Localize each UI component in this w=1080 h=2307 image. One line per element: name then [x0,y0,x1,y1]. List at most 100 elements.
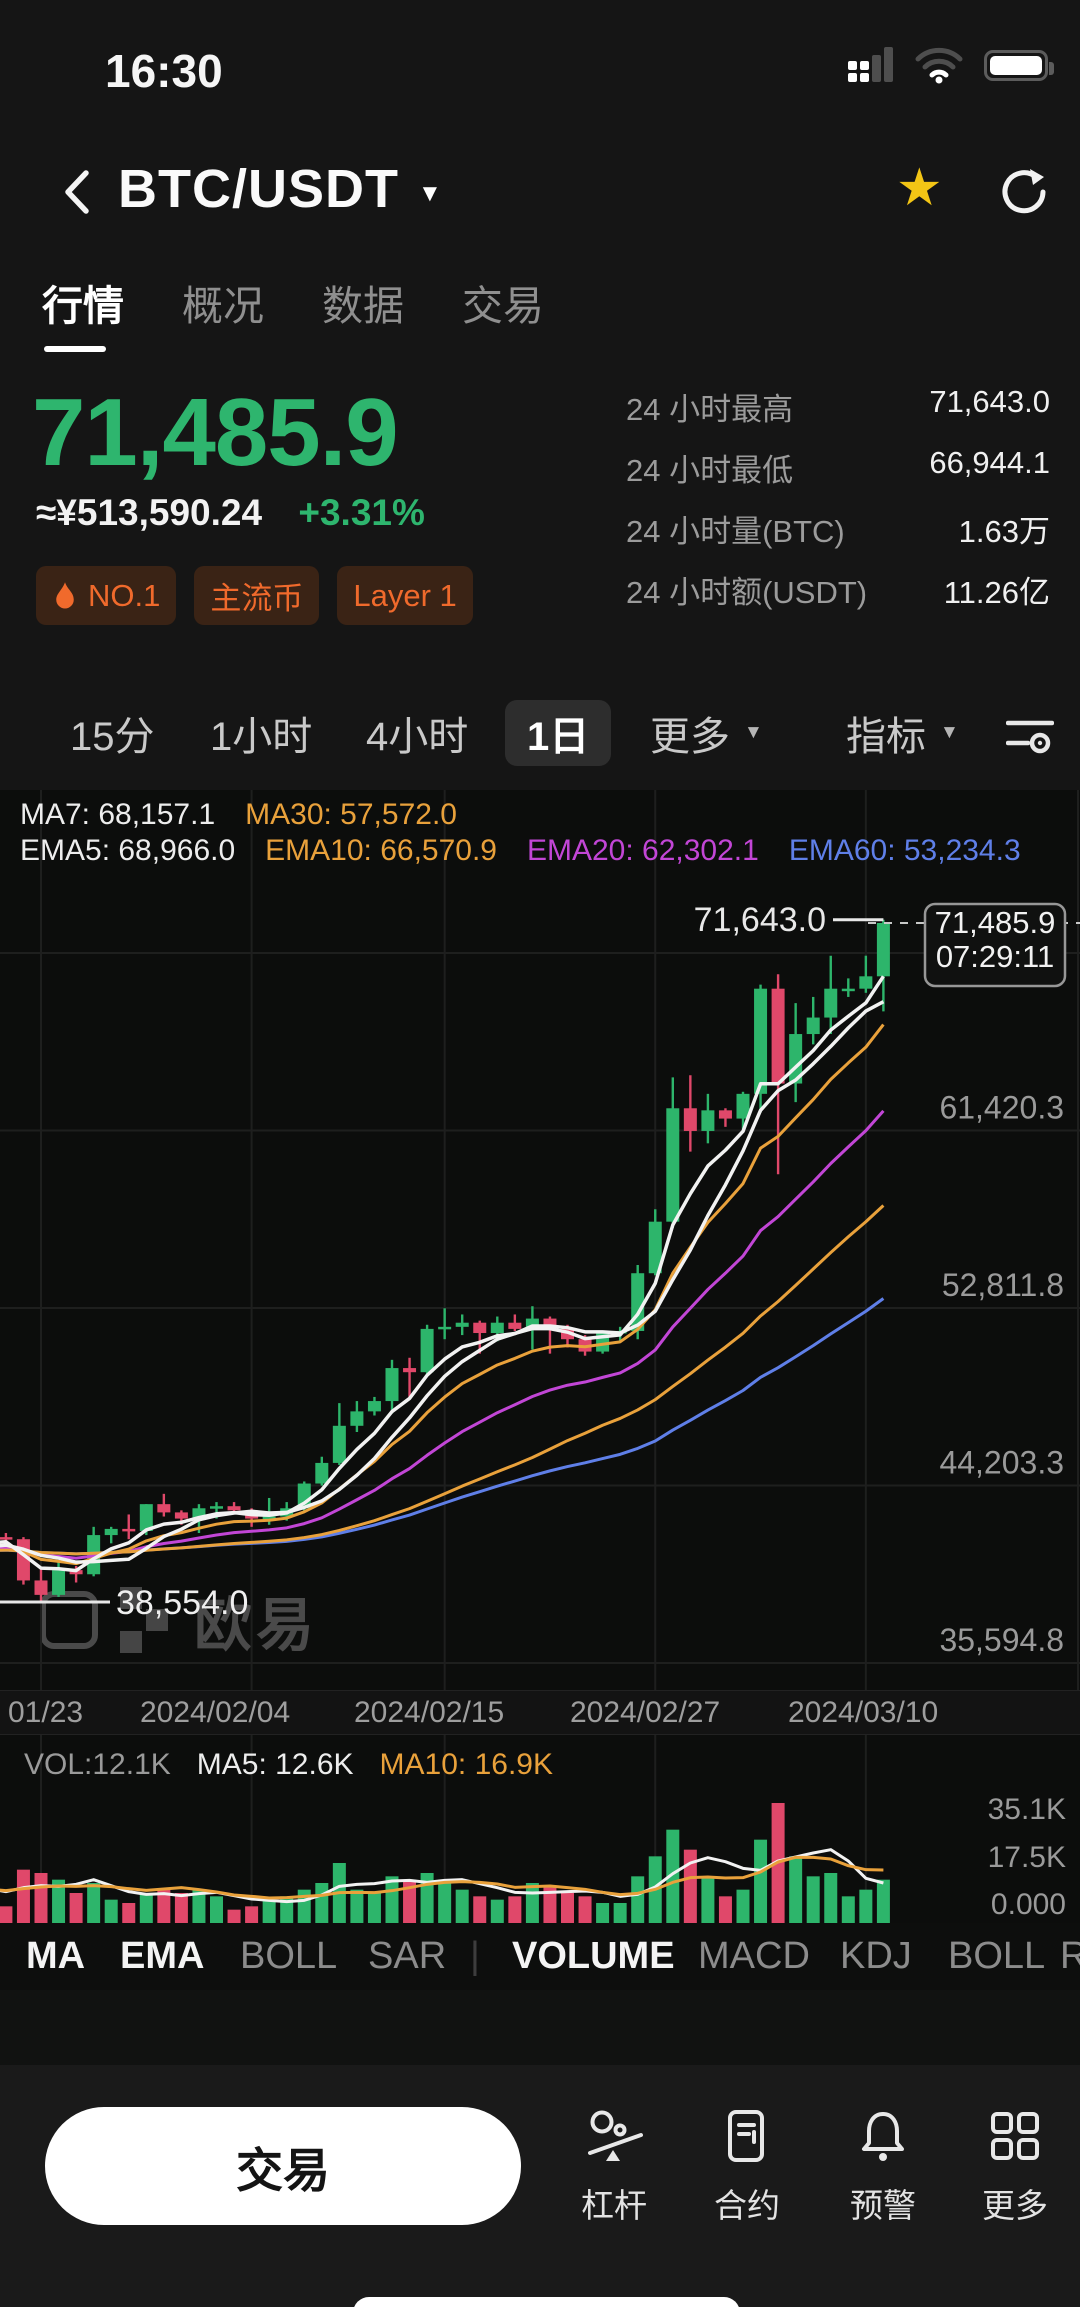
chevron-down-icon: ▼ [940,722,959,743]
nav-item-杠杆[interactable]: 杠杆 [548,2105,680,2227]
tab-1[interactable]: 概况 [182,283,264,329]
timeframe-更多[interactable]: 更多 ▼ [650,715,763,759]
okx-logo-icon [40,1591,98,1649]
flame-icon [56,581,74,608]
cellular-signal-icon [848,47,893,82]
status-icons [848,46,1054,84]
indicator-tab-VOLUME[interactable]: VOLUME [512,1935,675,1977]
svg-text:35,594.8: 35,594.8 [939,1622,1064,1658]
watermark-text: 欧易 [194,1593,319,1658]
timeframe-1小时[interactable]: 1小时 [210,715,313,759]
volume-legend-item: MA10: 16.9K [379,1748,553,1781]
date-label: 2024/02/27 [570,1696,721,1729]
badge-2: Layer 1 [337,566,473,625]
candlestick-chart[interactable]: 61,420.3 52,811.8 44,203.3 35,594.8 71,643.0… [0,790,1080,1690]
indicator-tab-SAR[interactable]: SAR [368,1935,447,1977]
pair-title[interactable]: BTC/USDT [118,159,399,219]
svg-text:44,203.3: 44,203.3 [939,1445,1064,1481]
indicator-tabs: MA EMA BOLL SAR | VOLUME MACD KDJ BOLL R [0,1923,1080,1990]
legend-item: EMA60: 53,234.3 [788,834,1021,867]
indicator-tab-BOLL[interactable]: BOLL [240,1935,338,1977]
tab-0[interactable]: 行情 [42,272,124,352]
svg-text:71,643.0: 71,643.0 [694,901,826,939]
fiat-value: ≈¥513,590.24 [36,492,263,533]
indicator-tab-EMA[interactable]: EMA [120,1935,205,1977]
page-tabs: 行情 概况 数据 交易 [42,272,544,352]
date-label: 2024/02/15 [354,1696,505,1729]
bottom-nav-panel: 交易 杠杆 合约 预警 更多 [0,2065,1080,2307]
tab-2[interactable]: 数据 [322,283,404,329]
nav-item-更多[interactable]: 更多 [949,2105,1080,2227]
indicator-tab-BOLL[interactable]: BOLL [948,1935,1046,1977]
timeframe-15分[interactable]: 15分 [70,715,155,759]
volume-chart[interactable] [0,1735,1080,1923]
indicator-tab-divider: | [470,1935,480,1977]
fiat-row: ≈¥513,590.24 +3.31% [36,492,425,534]
stats-24h: 24 小时最高 71,643.0 24 小时最低 66,944.1 24 小时量(BTC… [626,384,1050,628]
svg-text:38,554.0: 38,554.0 [116,1584,248,1622]
battery-icon [984,49,1054,81]
home-indicator [353,2297,740,2307]
timeframe-4小时[interactable]: 4小时 [366,715,469,759]
timeframe-row: 15分 1小时 4小时 1日 更多 ▼ 指标 ▼ [0,700,1080,766]
volume-axis-label: 0.000 [990,1888,1066,1921]
timeframe-1日[interactable]: 1日 [505,700,612,766]
leverage-icon [588,2110,643,2161]
date-axis: 01/23 2024/02/04 2024/02/15 2024/02/27 2024/… [0,1696,1080,1736]
alert-icon [862,2112,904,2161]
contract-icon [728,2110,764,2162]
stat-row-3: 24 小时额(USDT) 11.26亿 [626,575,1050,610]
more-icon [991,2112,1039,2160]
trade-button[interactable]: 交易 [45,2107,521,2225]
last-price: 71,485.9 [32,379,399,486]
tab-3[interactable]: 交易 [462,283,544,329]
legend-item: MA30: 57,572.0 [245,798,457,831]
xaxis-strip [0,1690,1080,1735]
indicator-tab-MACD[interactable]: MACD [698,1935,810,1977]
top-background [0,0,1080,790]
svg-text:61,420.3: 61,420.3 [939,1090,1064,1126]
badge-1: 主流币 [194,566,320,625]
volume-axis-label: 35.1K [987,1793,1066,1826]
nav-item-合约[interactable]: 合约 [681,2105,813,2227]
okx-pixel-logo-icon [120,1587,172,1653]
stat-row-2: 24 小时量(BTC) 1.63万 [626,514,1050,549]
svg-text:71,485.9: 71,485.9 [935,905,1056,940]
favorite-star-icon[interactable]: ★ [896,159,943,217]
date-label: 2024/03/10 [788,1696,939,1729]
legend-item: EMA20: 62,302.1 [526,834,759,867]
volume-legend: VOL:12.1K MA5: 12.6K MA10: 16.9K [24,1748,553,1782]
change-percent: +3.31% [298,492,425,533]
indicator-tab-MA[interactable]: MA [26,1935,86,1977]
refresh-icon[interactable] [996,168,1048,220]
indicator-settings-icon[interactable] [1006,714,1054,754]
volume-legend-item: MA5: 12.6K [196,1748,354,1781]
chevron-down-icon: ▼ [744,722,763,743]
badge-0: NO.1 [36,566,177,625]
indicator-tabbar-background [0,1923,1080,1990]
pair-dropdown-icon[interactable]: ▼ [418,180,442,207]
indicator-tab-R[interactable]: R [1060,1935,1080,1977]
back-button[interactable] [62,168,92,216]
ema-legend-row: EMA5: 68,966.0 EMA10: 66,570.9 EMA20: 62,3… [20,834,1021,868]
ma-legend-row: MA7: 68,157.1 MA30: 57,572.0 [20,798,457,832]
wifi-icon [915,47,963,84]
timeframe-指标[interactable]: 指标 ▼ [846,715,959,759]
date-label: 2024/02/04 [140,1696,291,1729]
volume-axis-label: 17.5K [987,1841,1066,1874]
stat-row-1: 24 小时最低 66,944.1 [626,445,1050,488]
status-time: 16:30 [105,45,223,97]
nav-item-预警[interactable]: 预警 [817,2105,949,2227]
volume-legend-item: VOL:12.1K [24,1748,171,1781]
indicator-tab-KDJ[interactable]: KDJ [840,1935,912,1977]
date-label: 01/23 [8,1696,84,1729]
legend-item: EMA10: 66,570.9 [265,834,497,867]
token-badges: NO.1 主流币 Layer 1 [36,566,473,625]
okx-watermark: 欧易 [40,1578,318,1662]
legend-item: MA7: 68,157.1 [20,798,216,831]
stat-row-0: 24 小时最高 71,643.0 [626,384,1050,427]
svg-text:52,811.8: 52,811.8 [942,1267,1064,1303]
svg-text:07:29:11: 07:29:11 [936,939,1054,974]
legend-item: EMA5: 68,966.0 [20,834,236,867]
